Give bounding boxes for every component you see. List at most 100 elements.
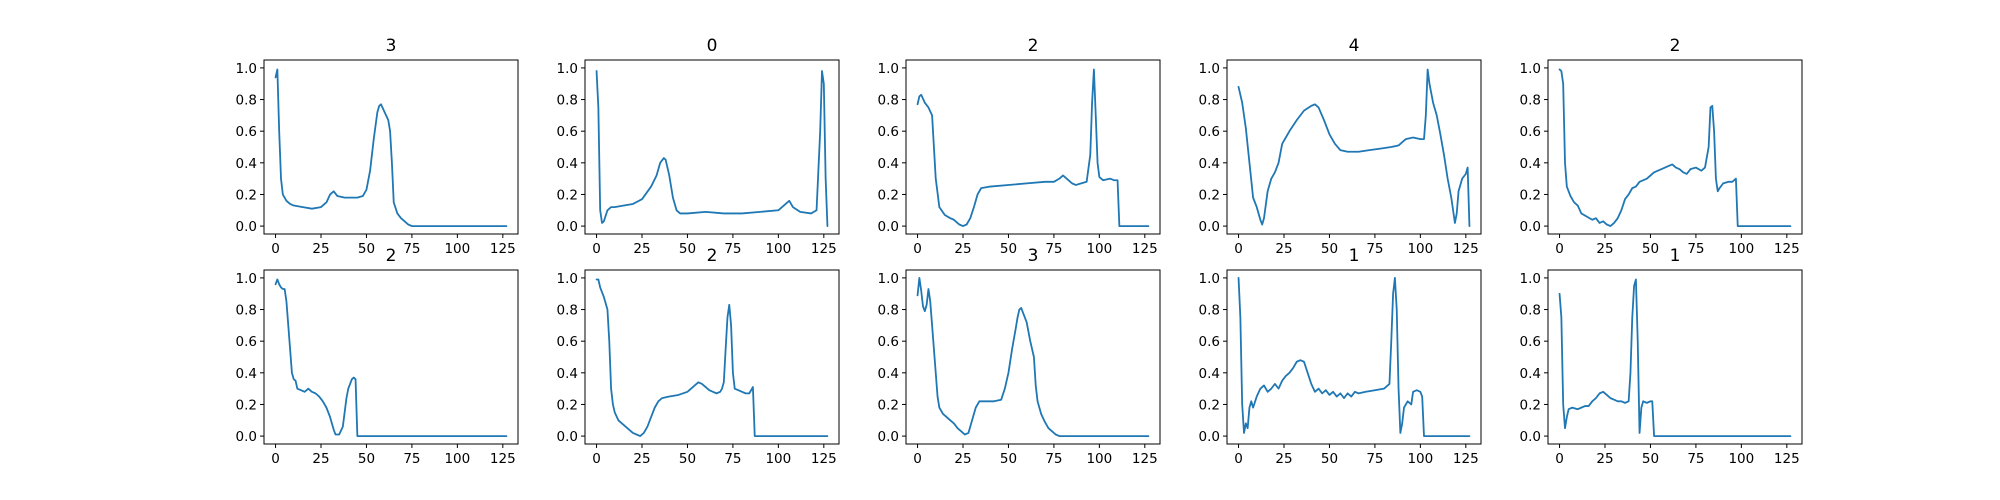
x-tick-label: 125 xyxy=(490,241,516,257)
y-tick-label: 0.8 xyxy=(557,303,578,319)
y-tick-label: 0.0 xyxy=(1199,219,1220,235)
y-tick-label: 0.4 xyxy=(236,366,257,382)
subplot-5: 2 0 25 50 75 100 125 0.0 0.2 0.4 0.6 0.8 1.0 xyxy=(1520,36,1803,257)
x-tick-label: 25 xyxy=(1275,451,1292,467)
y-tick-label: 0.0 xyxy=(236,429,257,445)
x-tick-label: 50 xyxy=(1642,241,1659,257)
x-tick-label: 75 xyxy=(1366,451,1383,467)
axes-frame xyxy=(263,59,519,235)
y-tick-label: 0.6 xyxy=(1520,124,1541,140)
x-tick-label: 125 xyxy=(1774,241,1800,257)
axes-frame xyxy=(263,269,519,445)
x-tick-label: 100 xyxy=(1086,451,1112,467)
y-tick-label: 0.2 xyxy=(878,187,899,203)
x-tick-label: 25 xyxy=(312,451,329,467)
axes-frame xyxy=(1226,269,1482,445)
y-tick-label: 0.4 xyxy=(878,156,899,172)
x-tick-label: 100 xyxy=(1728,451,1754,467)
x-tick-label: 100 xyxy=(765,451,791,467)
x-tick-label: 75 xyxy=(724,241,741,257)
x-tick-label: 125 xyxy=(1774,451,1800,467)
series-line xyxy=(916,68,1150,227)
x-tick-label: 100 xyxy=(1407,241,1433,257)
y-tick-label: 0.6 xyxy=(878,124,899,140)
subplot-title: 1 xyxy=(1670,246,1681,266)
y-tick-label: 0.6 xyxy=(236,124,257,140)
x-tick-label: 25 xyxy=(633,451,650,467)
x-tick-label: 100 xyxy=(765,241,791,257)
y-tick-label: 0.4 xyxy=(1520,156,1541,172)
x-tick-label: 25 xyxy=(954,241,971,257)
y-tick-label: 1.0 xyxy=(1199,271,1220,287)
y-tick-label: 1.0 xyxy=(557,61,578,77)
subplot-10: 1 0 25 50 75 100 125 0.0 0.2 0.4 0.6 0.8 1.0 xyxy=(1520,246,1803,467)
subplot-title: 1 xyxy=(1349,246,1360,266)
axes-frame xyxy=(905,269,1161,445)
x-tick-label: 75 xyxy=(403,241,420,257)
axes-frame xyxy=(1226,59,1482,235)
x-tick-label: 100 xyxy=(1086,241,1112,257)
x-tick-label: 125 xyxy=(1132,451,1158,467)
y-tick-label: 0.0 xyxy=(557,429,578,445)
x-tick-label: 50 xyxy=(679,451,696,467)
y-tick-label: 1.0 xyxy=(557,271,578,287)
y-tick-label: 0.6 xyxy=(236,334,257,350)
x-tick-label: 125 xyxy=(490,451,516,467)
x-tick-label: 0 xyxy=(1555,451,1564,467)
x-tick-label: 75 xyxy=(403,451,420,467)
x-tick-label: 125 xyxy=(811,451,837,467)
y-tick-label: 0.2 xyxy=(1520,187,1541,203)
y-tick-label: 0.0 xyxy=(1520,429,1541,445)
x-tick-label: 0 xyxy=(271,451,280,467)
x-tick-label: 0 xyxy=(1555,241,1564,257)
y-tick-label: 1.0 xyxy=(878,271,899,287)
y-tick-label: 0.2 xyxy=(236,187,257,203)
x-tick-label: 100 xyxy=(444,451,470,467)
x-tick-label: 25 xyxy=(312,241,329,257)
series-line xyxy=(916,277,1150,437)
y-tick-label: 0.2 xyxy=(1199,187,1220,203)
y-tick-label: 0.8 xyxy=(236,303,257,319)
x-tick-label: 50 xyxy=(1321,451,1338,467)
series-line xyxy=(1558,68,1792,227)
y-tick-label: 0.4 xyxy=(1199,156,1220,172)
x-tick-label: 75 xyxy=(1366,241,1383,257)
x-tick-label: 100 xyxy=(1407,451,1433,467)
subplot-title: 3 xyxy=(386,36,397,56)
subplot-4: 4 0 25 50 75 100 125 0.0 0.2 0.4 0.6 0.8 1.0 xyxy=(1199,36,1482,257)
x-tick-label: 25 xyxy=(1596,241,1613,257)
y-tick-label: 0.6 xyxy=(1199,124,1220,140)
series-line xyxy=(595,70,829,227)
y-tick-label: 1.0 xyxy=(1520,61,1541,77)
x-tick-label: 50 xyxy=(1642,451,1659,467)
x-tick-label: 25 xyxy=(1596,451,1613,467)
y-tick-label: 0.4 xyxy=(1520,366,1541,382)
x-tick-label: 75 xyxy=(1045,451,1062,467)
y-tick-label: 0.4 xyxy=(557,366,578,382)
y-tick-label: 0.2 xyxy=(236,397,257,413)
y-tick-label: 0.6 xyxy=(557,334,578,350)
x-tick-label: 50 xyxy=(1321,241,1338,257)
x-tick-label: 25 xyxy=(954,451,971,467)
x-tick-label: 0 xyxy=(913,241,922,257)
subplot-1: 3 0 25 50 75 100 125 0.0 0.2 0.4 0.6 0.8 1.0 xyxy=(236,36,519,257)
x-tick-label: 75 xyxy=(1045,241,1062,257)
y-tick-label: 0.4 xyxy=(236,156,257,172)
subplot-7: 2 0 25 50 75 100 125 0.0 0.2 0.4 0.6 0.8 1.0 xyxy=(557,246,840,467)
y-tick-label: 0.8 xyxy=(557,93,578,109)
series-line xyxy=(274,68,508,227)
subplot-8: 3 0 25 50 75 100 125 0.0 0.2 0.4 0.6 0.8 1.0 xyxy=(878,246,1161,467)
x-tick-label: 125 xyxy=(811,241,837,257)
axes-frame xyxy=(905,59,1161,235)
y-tick-label: 0.0 xyxy=(557,219,578,235)
y-tick-label: 0.8 xyxy=(878,303,899,319)
y-tick-label: 0.0 xyxy=(1520,219,1541,235)
x-tick-label: 50 xyxy=(1000,451,1017,467)
x-tick-label: 0 xyxy=(913,451,922,467)
series-line xyxy=(1237,277,1471,437)
y-tick-label: 0.4 xyxy=(557,156,578,172)
y-tick-label: 0.6 xyxy=(1199,334,1220,350)
y-tick-label: 0.6 xyxy=(557,124,578,140)
y-tick-label: 0.2 xyxy=(1199,397,1220,413)
x-tick-label: 0 xyxy=(271,241,280,257)
